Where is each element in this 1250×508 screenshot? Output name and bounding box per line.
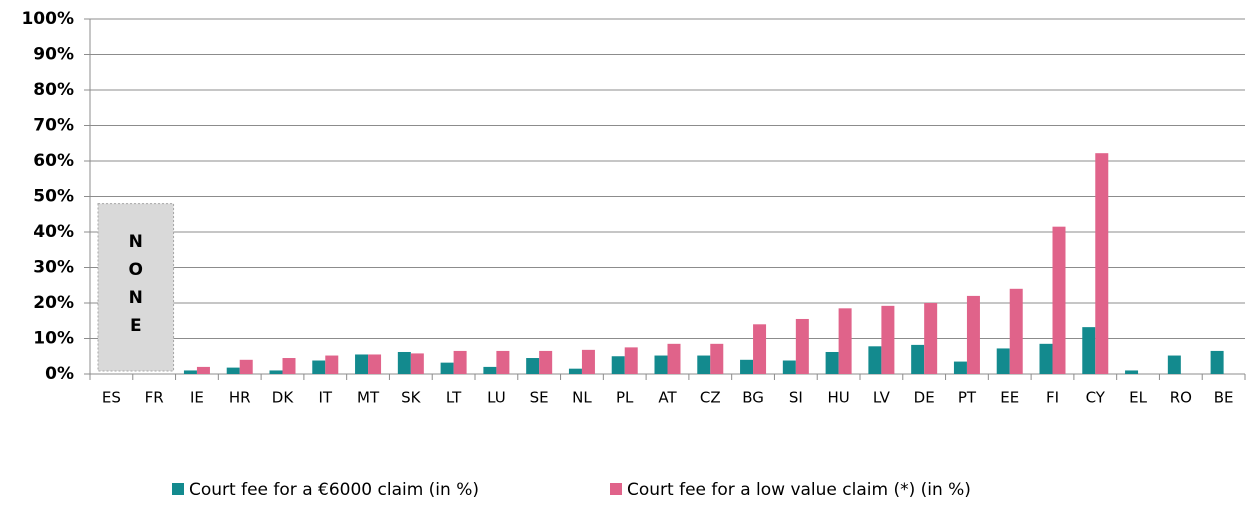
bar [539,350,553,374]
y-tick-label: 40% [33,222,74,242]
y-tick-label: 60% [33,151,74,171]
legend-label: Court fee for a low value claim (*) (in … [627,480,971,500]
bar [440,362,454,374]
bar [710,343,724,374]
x-tick-label: MT [357,389,380,407]
x-tick-label: RO [1170,389,1192,407]
bar [226,367,240,374]
none-label: NONE [126,232,146,344]
legend-label: Court fee for a €6000 claim (in %) [189,480,479,500]
x-tick-label: CZ [700,389,721,407]
bar [269,370,283,374]
bar [453,350,467,374]
bar [196,366,210,374]
bar [868,346,882,374]
bar [1009,288,1023,374]
y-tick-label: 70% [33,116,74,136]
bar [239,359,253,374]
bar [483,366,497,374]
bar [526,358,540,374]
x-tick-label: ES [102,389,121,407]
bar [740,359,754,374]
bar [1095,153,1109,374]
bar [753,324,767,374]
bar [795,318,809,374]
x-tick-label: LU [487,389,506,407]
bar [838,308,852,374]
bar [667,343,681,374]
bar [325,355,339,374]
y-tick-label: 80% [33,80,74,100]
bar [782,360,796,374]
bar [410,353,424,374]
x-tick-label: AT [658,389,677,407]
bar [312,360,326,374]
bar [654,355,668,374]
x-tick-label: HR [229,389,251,407]
bar [1210,350,1224,374]
bar [282,358,296,374]
bar [1039,343,1053,374]
x-tick-label: BE [1214,389,1234,407]
bar [624,347,638,374]
x-tick-label: IT [318,389,332,407]
y-tick-label: 90% [33,45,74,65]
legend-swatch [610,483,622,495]
bar [496,350,510,374]
bar [1167,355,1181,374]
bar [825,351,839,374]
bar [368,354,382,374]
x-tick-label: IE [190,389,204,407]
bar [568,368,582,374]
x-tick-label: SK [401,389,422,407]
x-tick-label: SI [789,389,803,407]
x-tick-label: LV [873,389,891,407]
bar [697,355,711,374]
bar [996,348,1010,374]
y-tick-label: 100% [21,9,74,29]
bar [924,303,938,374]
bar [581,349,595,374]
y-tick-label: 20% [33,293,74,313]
x-tick-label: PT [958,389,977,407]
bar [397,351,411,374]
x-tick-label: EL [1129,389,1147,407]
bar [1082,327,1096,374]
legend-swatch [172,483,184,495]
bar [1125,370,1139,374]
x-tick-label: FR [145,389,164,407]
x-tick-label: DE [914,389,935,407]
x-tick-label: CY [1086,389,1106,407]
none-box [97,203,175,372]
bar [611,356,625,374]
x-tick-label: HU [827,389,849,407]
bar [911,344,925,374]
y-tick-label: 10% [33,329,74,349]
x-tick-label: SE [530,389,549,407]
bar [1052,226,1066,374]
bar [966,295,980,374]
x-tick-label: DK [272,389,295,407]
x-tick-label: NL [572,389,592,407]
bar [881,305,895,374]
x-tick-label: EE [1000,389,1019,407]
x-tick-label: FI [1046,389,1059,407]
x-tick-label: PL [616,389,634,407]
bar [355,354,369,374]
bar [183,370,197,374]
y-tick-label: 30% [33,258,74,278]
y-tick-label: 0% [45,364,74,384]
x-tick-label: LT [446,389,462,407]
y-tick-label: 50% [33,187,74,207]
x-tick-label: BG [742,389,764,407]
bar [953,361,967,374]
